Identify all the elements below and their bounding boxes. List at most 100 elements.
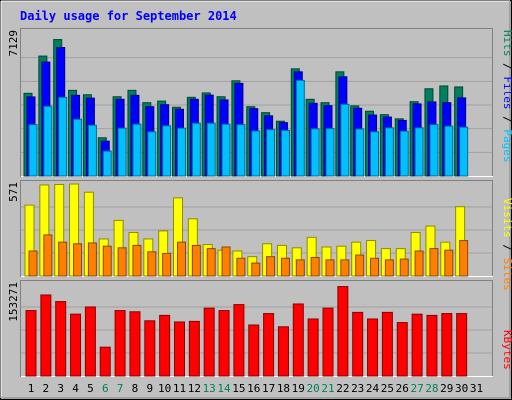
- bar-kbytes-day-15: [233, 304, 245, 377]
- bar-kbytes-day-6: [99, 346, 111, 377]
- bar-sites-day-20: [310, 256, 320, 277]
- bar-sites-day-4: [73, 243, 83, 277]
- bar-kbytes-day-14: [218, 310, 230, 377]
- bar-sites-day-9: [147, 251, 157, 277]
- bar-pages-day-28: [429, 124, 439, 177]
- bar-kbytes-day-18: [277, 326, 289, 377]
- bar-sites-day-15: [236, 257, 246, 277]
- bar-sites-day-22: [340, 259, 350, 277]
- day-label-23: 23: [351, 382, 364, 395]
- bar-pages-day-19: [295, 79, 305, 177]
- bar-pages-day-15: [236, 124, 246, 177]
- day-label-13: 13: [203, 382, 216, 395]
- bar-sites-day-23: [355, 254, 365, 277]
- legend-files: Files: [501, 76, 512, 109]
- bar-pages-day-30: [459, 126, 469, 177]
- bar-kbytes-day-16: [248, 324, 260, 377]
- day-label-10: 10: [158, 382, 171, 395]
- bar-sites-day-11: [177, 241, 186, 277]
- day-label-28: 28: [425, 382, 438, 395]
- bar-sites-day-7: [117, 247, 127, 277]
- day-label-8: 8: [132, 382, 139, 395]
- day-label-5: 5: [87, 382, 94, 395]
- day-label-7: 7: [117, 382, 124, 395]
- ymax-label-top: 7129: [7, 30, 20, 57]
- bar-sites-day-13: [206, 248, 216, 277]
- bar-sites-day-26: [399, 258, 409, 277]
- chart-title: Daily usage for September 2014: [20, 9, 237, 23]
- bar-sites-day-12: [191, 244, 201, 277]
- day-label-12: 12: [188, 382, 201, 395]
- bar-pages-day-7: [117, 127, 127, 177]
- bar-kbytes-day-28: [426, 314, 438, 377]
- bar-kbytes-day-12: [188, 320, 200, 377]
- bar-kbytes-day-8: [129, 311, 141, 377]
- day-label-18: 18: [277, 382, 290, 395]
- bar-pages-day-18: [280, 129, 290, 177]
- bars-hits-files-pages: [23, 39, 469, 177]
- bars-kbytes: [25, 286, 468, 377]
- bar-pages-day-25: [384, 127, 394, 177]
- bar-pages-day-13: [206, 122, 216, 177]
- bars-visits-sites: [24, 183, 469, 277]
- bar-kbytes-day-5: [84, 306, 96, 377]
- day-label-16: 16: [247, 382, 260, 395]
- legend-pages: Pages: [501, 129, 512, 162]
- bar-kbytes-day-20: [307, 318, 319, 377]
- bar-pages-day-23: [355, 128, 365, 177]
- ymax-label-bottom: 153271: [7, 282, 20, 322]
- day-label-17: 17: [262, 382, 275, 395]
- day-label-2: 2: [43, 382, 50, 395]
- ymax-label-mid: 571: [7, 182, 20, 202]
- bar-kbytes-day-21: [322, 307, 334, 377]
- bar-sites-day-29: [444, 249, 454, 277]
- day-label-6: 6: [102, 382, 109, 395]
- bar-pages-day-29: [444, 125, 454, 177]
- day-label-19: 19: [292, 382, 305, 395]
- bar-kbytes-day-22: [337, 286, 349, 377]
- bar-sites-day-5: [87, 242, 97, 277]
- bar-pages-day-4: [73, 118, 83, 177]
- day-label-27: 27: [410, 382, 423, 395]
- bar-pages-day-17: [266, 129, 276, 177]
- bar-pages-day-16: [251, 130, 261, 177]
- bar-sites-day-24: [370, 257, 380, 277]
- bar-kbytes-day-2: [40, 294, 52, 377]
- bar-sites-day-21: [325, 259, 335, 277]
- legend-sep-top-1: /: [501, 110, 512, 130]
- day-label-11: 11: [173, 382, 186, 395]
- bar-kbytes-day-13: [203, 307, 215, 377]
- bar-pages-day-27: [414, 127, 424, 177]
- bar-sites-day-3: [58, 241, 68, 277]
- bar-kbytes-day-11: [174, 321, 185, 377]
- day-label-26: 26: [396, 382, 409, 395]
- day-label-4: 4: [72, 382, 79, 395]
- bar-sites-day-8: [132, 244, 142, 277]
- bar-kbytes-day-27: [411, 313, 423, 377]
- bar-pages-day-14: [221, 123, 231, 177]
- bar-kbytes-day-9: [144, 320, 156, 377]
- bar-pages-day-8: [132, 123, 142, 177]
- bar-pages-day-5: [87, 124, 97, 177]
- day-label-29: 29: [440, 382, 453, 395]
- bar-kbytes-day-24: [367, 318, 379, 377]
- bar-pages-day-2: [43, 105, 53, 177]
- day-label-9: 9: [146, 382, 153, 395]
- day-label-15: 15: [232, 382, 245, 395]
- bar-sites-day-1: [28, 250, 38, 277]
- day-label-21: 21: [321, 382, 334, 395]
- bar-sites-day-17: [266, 256, 276, 277]
- legend-visits: Visits: [501, 198, 512, 238]
- bar-sites-day-16: [251, 262, 261, 277]
- legend-hits: Hits: [501, 30, 512, 57]
- bar-sites-day-6: [102, 245, 112, 277]
- bar-pages-day-11: [177, 127, 186, 177]
- bar-sites-day-27: [414, 250, 424, 277]
- day-label-24: 24: [366, 382, 380, 395]
- legend-sep-top-2: /: [501, 57, 512, 77]
- bar-kbytes-day-10: [159, 314, 171, 377]
- bar-pages-day-26: [399, 130, 409, 177]
- bar-kbytes-day-26: [396, 322, 408, 377]
